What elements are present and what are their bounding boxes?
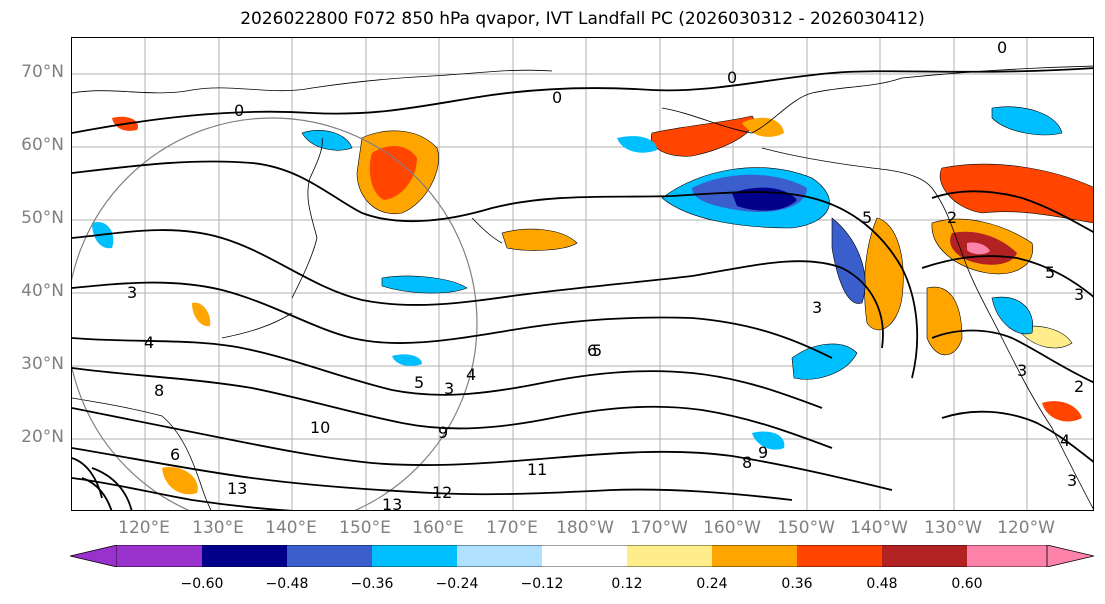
lon-label-170w: 170°W <box>630 518 688 538</box>
lon-label-140e: 140°E <box>265 518 317 538</box>
colorbar-segment <box>967 545 1047 567</box>
lat-label-40n: 40°N <box>21 281 64 301</box>
contour-label: 5 <box>414 373 424 392</box>
colorbar-segment <box>882 545 967 567</box>
contour-label: 5 <box>592 341 602 360</box>
contour-label: 8 <box>742 453 752 472</box>
colorbar-tick: −0.12 <box>520 576 564 592</box>
colorbar-segment <box>457 545 542 567</box>
lon-label-150e: 150°E <box>339 518 391 538</box>
lon-label-130w: 130°W <box>924 518 982 538</box>
lon-label-120w: 120°W <box>997 518 1055 538</box>
colorbar-segment <box>372 545 457 567</box>
colorbar-segment <box>202 545 287 567</box>
coastlines <box>72 65 1093 510</box>
map-panel: 0 0 0 0 3 4 5 3 4 5 10 9 11 13 12 13 8 9… <box>71 37 1094 511</box>
colorbar-segment <box>287 545 372 567</box>
contour-label: 3 <box>1017 361 1027 380</box>
lat-label-50n: 50°N <box>21 208 64 228</box>
colorbar-segment <box>117 545 202 567</box>
contour-label: 2 <box>1074 377 1084 396</box>
colorbar-tick: −0.24 <box>435 576 479 592</box>
graticule <box>72 38 1093 510</box>
contour-label: 5 <box>1045 263 1055 282</box>
contour-label: 6 <box>587 341 597 360</box>
colorbar-segment <box>627 545 712 567</box>
contour-label: 3 <box>444 379 454 398</box>
region-circle <box>72 117 478 510</box>
lon-label-150w: 150°W <box>777 518 835 538</box>
colorbar-tick: 0.48 <box>866 576 898 592</box>
colorbar-segment <box>797 545 882 567</box>
contour-label: 4 <box>144 333 154 352</box>
contour-label: 8 <box>154 381 164 400</box>
lon-label-120e: 120°E <box>118 518 170 538</box>
contour-label: 4 <box>1060 431 1070 450</box>
colorbar-segment <box>542 545 627 567</box>
contour-label: 13 <box>382 495 402 511</box>
contour-label: 5 <box>862 208 872 227</box>
contour-label: 2 <box>947 208 957 227</box>
contour-label: 10 <box>310 418 330 437</box>
contour-label: 11 <box>527 460 547 479</box>
contour-label: 3 <box>812 298 822 317</box>
lon-label-130e: 130°E <box>192 518 244 538</box>
map-canvas: 0 0 0 0 3 4 5 3 4 5 10 9 11 13 12 13 8 9… <box>72 38 1093 511</box>
contour-label: 4 <box>466 365 476 384</box>
contour-label: 12 <box>432 483 452 502</box>
shading-negative <box>92 106 1063 450</box>
lon-label-140w: 140°W <box>850 518 908 538</box>
contour-label: 0 <box>727 68 737 87</box>
colorbar-tick: 0.24 <box>696 576 728 592</box>
lon-label-180w: 180°W <box>556 518 614 538</box>
colorbar-tick: −0.36 <box>350 576 394 592</box>
contour-label: 3 <box>127 283 137 302</box>
colorbar-tick: −0.60 <box>180 576 224 592</box>
colorbar-tick: −0.48 <box>265 576 309 592</box>
lat-label-60n: 60°N <box>21 135 64 155</box>
map-title: 2026022800 F072 850 hPa qvapor, IVT Land… <box>240 9 925 29</box>
contour-label: 0 <box>997 38 1007 57</box>
lon-label-160e: 160°E <box>412 518 464 538</box>
lon-label-160w: 160°W <box>703 518 761 538</box>
contour-label: 3 <box>1067 471 1077 490</box>
colorbar-extend-high <box>1046 545 1094 567</box>
contour-label: 6 <box>170 445 180 464</box>
colorbar <box>70 545 1094 567</box>
contour-label: 0 <box>552 88 562 107</box>
shading-positive <box>112 115 1093 495</box>
colorbar-tick: 0.12 <box>611 576 643 592</box>
lat-label-70n: 70°N <box>21 62 64 82</box>
contour-label: 3 <box>1074 285 1084 304</box>
lat-label-20n: 20°N <box>21 427 64 447</box>
colorbar-segment <box>712 545 797 567</box>
colorbar-extend-low <box>70 545 118 567</box>
contour-label: 9 <box>438 423 448 442</box>
lon-label-170e: 170°E <box>486 518 538 538</box>
contour-label: 0 <box>234 101 244 120</box>
contour-label: 13 <box>227 479 247 498</box>
colorbar-tick: 0.60 <box>951 576 983 592</box>
contour-labels: 0 0 0 0 3 4 5 3 4 5 10 9 11 13 12 13 8 9… <box>127 38 1084 511</box>
ivt-contours <box>72 67 1093 510</box>
contour-label: 9 <box>758 443 768 462</box>
lat-label-30n: 30°N <box>21 354 64 374</box>
colorbar-tick: 0.36 <box>781 576 813 592</box>
